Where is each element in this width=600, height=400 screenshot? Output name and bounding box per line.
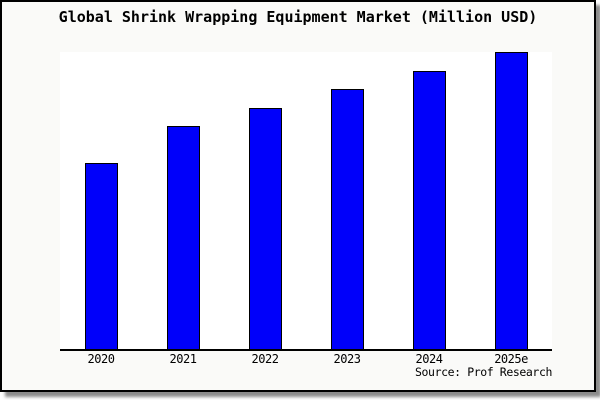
x-tick-label: 2024 xyxy=(415,352,443,366)
bar-2021 xyxy=(166,126,200,349)
bar-2022 xyxy=(248,107,282,349)
bar-2020 xyxy=(84,163,118,349)
bar-2023 xyxy=(330,89,364,349)
x-tick-label: 2025e xyxy=(494,352,528,366)
bar-2024 xyxy=(412,70,446,349)
x-tick-label: 2021 xyxy=(169,352,197,366)
bar-slot xyxy=(224,52,306,349)
bar-slot xyxy=(60,52,142,349)
bar-slot xyxy=(142,52,224,349)
bar-slot xyxy=(470,52,552,349)
source-note: Source: Prof Research xyxy=(415,365,552,379)
bar-slot xyxy=(306,52,388,349)
x-tick-label: 2020 xyxy=(87,352,115,366)
bars-row xyxy=(60,52,552,349)
bar-slot xyxy=(388,52,470,349)
x-tick-label: 2022 xyxy=(251,352,279,366)
plot-area xyxy=(60,52,552,351)
chart-title: Global Shrink Wrapping Equipment Market … xyxy=(58,8,538,26)
bar-2025e xyxy=(494,52,528,349)
x-tick-label: 2023 xyxy=(333,352,361,366)
x-axis-labels: 2020 2021 2022 2023 2024 2025e xyxy=(60,352,552,366)
chart-card: Global Shrink Wrapping Equipment Market … xyxy=(0,0,596,392)
